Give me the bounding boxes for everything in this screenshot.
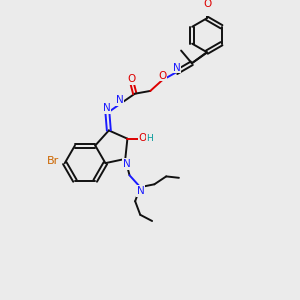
Text: N: N bbox=[103, 103, 111, 113]
Text: N: N bbox=[123, 159, 130, 169]
Text: N: N bbox=[173, 63, 181, 73]
Text: Br: Br bbox=[47, 156, 59, 166]
Text: N: N bbox=[116, 95, 124, 105]
Text: H: H bbox=[147, 134, 153, 142]
Text: O: O bbox=[158, 71, 166, 81]
Text: N: N bbox=[137, 186, 145, 196]
Text: O: O bbox=[139, 133, 147, 143]
Text: O: O bbox=[128, 74, 136, 84]
Text: O: O bbox=[203, 0, 211, 9]
